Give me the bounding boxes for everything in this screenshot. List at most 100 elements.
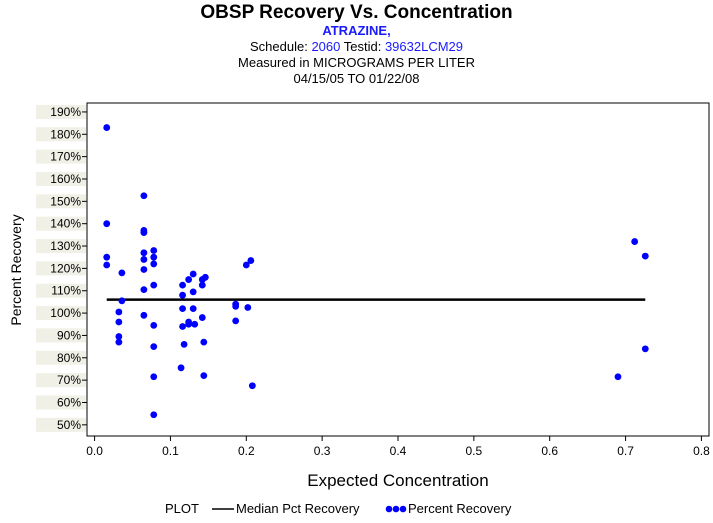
- measured-units: Measured in MICROGRAMS PER LITER: [238, 55, 475, 70]
- y-band-60: [36, 395, 86, 410]
- y-band-70: [36, 373, 86, 388]
- data-point: [244, 304, 252, 311]
- y-band-140: [36, 216, 86, 231]
- data-point: [179, 291, 186, 299]
- y-band-130: [36, 239, 86, 254]
- x-tick-label: 0.7: [617, 444, 634, 458]
- recovery-points: [103, 124, 649, 419]
- y-tick-label: 90%: [57, 328, 81, 342]
- data-point: [150, 343, 158, 351]
- data-point: [140, 249, 148, 257]
- data-point: [191, 320, 199, 328]
- data-point: [140, 229, 148, 237]
- data-point: [103, 253, 111, 261]
- data-point: [150, 247, 158, 254]
- y-tick-label: 190%: [50, 105, 81, 119]
- data-point: [189, 288, 197, 296]
- data-point: [118, 269, 126, 277]
- plot-area: [86, 102, 710, 437]
- data-point: [232, 302, 240, 310]
- data-point: [115, 308, 123, 316]
- legend: PLOT Median Pct Recovery Percent Recover…: [0, 501, 713, 519]
- data-point: [118, 297, 126, 305]
- data-point: [614, 373, 622, 381]
- legend-plot-label: PLOT: [165, 501, 199, 516]
- data-point: [198, 314, 206, 321]
- data-point: [201, 273, 209, 281]
- y-label-bands: [36, 104, 86, 432]
- data-point: [179, 323, 186, 330]
- data-point: [150, 260, 158, 268]
- x-tick-label: 0.1: [162, 444, 179, 458]
- data-point: [641, 345, 649, 353]
- legend-median-label: Median Pct Recovery: [236, 501, 360, 516]
- y-tick-label: 70%: [57, 373, 81, 387]
- data-point: [150, 411, 158, 419]
- chart-title: OBSP Recovery Vs. Concentration: [200, 2, 513, 23]
- y-tick-label: 140%: [50, 217, 81, 231]
- analyte-name: ATRAZINE,: [322, 23, 391, 38]
- data-point: [641, 252, 649, 260]
- data-point: [103, 261, 111, 269]
- data-point: [248, 382, 256, 390]
- x-tick-label: 0.6: [541, 444, 558, 458]
- y-tick-label: 170%: [50, 150, 81, 164]
- data-point: [140, 286, 148, 294]
- data-point: [150, 373, 158, 381]
- y-tick-label: 100%: [50, 306, 81, 320]
- y-band-170: [36, 149, 86, 164]
- x-axis-title: Expected Concentration: [307, 471, 488, 490]
- y-band-190: [36, 104, 86, 119]
- data-point: [140, 311, 148, 319]
- data-point: [177, 364, 185, 372]
- data-point: [115, 338, 123, 346]
- data-point: [140, 266, 148, 273]
- legend-percent-label: Percent Recovery: [408, 501, 512, 516]
- legend-median-swatch: [212, 508, 234, 510]
- x-tick-label: 0.4: [390, 444, 407, 458]
- data-point: [185, 276, 193, 283]
- data-point: [179, 281, 186, 289]
- y-tick-label: 120%: [50, 261, 81, 275]
- data-point: [180, 340, 188, 348]
- y-band-110: [36, 283, 86, 298]
- y-band-120: [36, 261, 86, 276]
- data-point: [115, 333, 123, 340]
- data-point: [185, 320, 193, 328]
- data-point: [242, 261, 250, 269]
- y-band-180: [36, 127, 86, 142]
- y-band-50: [36, 417, 86, 432]
- legend-points-swatch: [385, 505, 407, 513]
- data-point: [200, 372, 208, 380]
- data-point: [247, 257, 255, 264]
- y-tick-label: 110%: [51, 284, 81, 298]
- date-range: 04/15/05 TO 01/22/08: [293, 71, 420, 86]
- data-point: [232, 317, 240, 325]
- y-band-80: [36, 350, 86, 365]
- y-tick-label: 80%: [57, 351, 81, 365]
- data-point: [103, 220, 111, 228]
- y-tick-label: 50%: [57, 418, 81, 432]
- data-point: [140, 256, 148, 263]
- y-tick-label: 150%: [50, 194, 81, 208]
- testid-label: Testid:: [343, 39, 382, 54]
- x-tick-label: 0.8: [693, 444, 710, 458]
- data-point: [150, 321, 158, 329]
- data-point: [631, 238, 639, 245]
- x-tick-label: 0.0: [86, 444, 103, 458]
- data-point: [150, 253, 158, 261]
- data-point: [189, 305, 197, 313]
- data-point: [140, 192, 148, 200]
- testid-value: 39632LCM29: [384, 39, 464, 54]
- schedule-label: Schedule:: [249, 39, 308, 54]
- y-band-160: [36, 171, 86, 186]
- y-band-150: [36, 194, 86, 209]
- data-point: [103, 124, 111, 131]
- y-band-100: [36, 306, 86, 321]
- y-axis: 50% 60% 70% 80% 90% 100% 110% 120% 130% 140% 150% 1…: [50, 105, 87, 432]
- y-axis-title: Percent Recovery: [8, 214, 24, 325]
- x-tick-label: 0.3: [314, 444, 331, 458]
- x-tick-label: 0.2: [238, 444, 255, 458]
- data-point: [150, 281, 158, 289]
